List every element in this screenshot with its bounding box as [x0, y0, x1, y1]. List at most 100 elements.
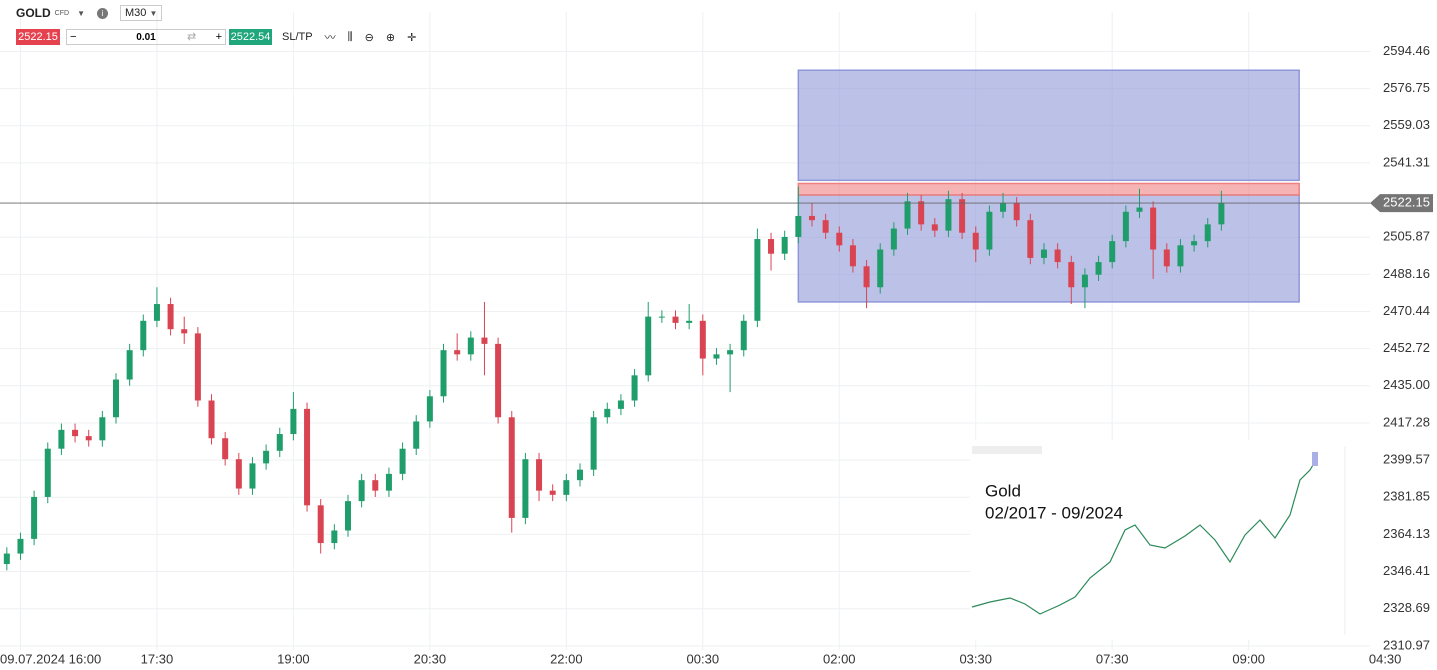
candle-body [1013, 203, 1020, 221]
candle-body [344, 501, 351, 531]
candle-body [617, 400, 624, 409]
inset-toolbar [972, 446, 1042, 454]
candle-body [126, 350, 133, 380]
y-tick-label: 2541.31 [1383, 154, 1430, 169]
candle-body [1081, 274, 1088, 288]
candle-body [808, 215, 815, 221]
candle-body [263, 450, 270, 464]
instrument-type: CFD [54, 9, 70, 17]
candle-body [658, 316, 665, 318]
candle-body [331, 530, 338, 544]
candle-body [1177, 245, 1184, 267]
symbol-row: GOLD CFD ▼ i M30 ▼ [16, 5, 163, 21]
candle-body [58, 429, 65, 449]
candle-body [153, 304, 160, 321]
inset-zone [1312, 452, 1318, 466]
crosshair[interactable]: ✛ [407, 31, 417, 44]
candle-tool[interactable]: ⫼ [347, 30, 353, 43]
candle-body [522, 459, 529, 518]
y-tick-label: 2364.13 [1383, 526, 1430, 541]
x-tick-label: 20:30 [414, 651, 447, 666]
zoom-in[interactable]: ⊕ [385, 31, 396, 44]
candle-body [358, 480, 365, 502]
candle-body [604, 408, 611, 418]
candle-body [890, 228, 897, 250]
candle-body [986, 211, 993, 250]
candle-body [1191, 241, 1198, 246]
candle-body [754, 239, 761, 321]
candle-body [1218, 203, 1225, 225]
candle-body [426, 396, 433, 422]
y-tick-label: 2488.16 [1383, 266, 1430, 281]
candle-body [181, 329, 188, 334]
y-tick-label: 2435.00 [1383, 377, 1430, 392]
candle-body [549, 490, 556, 495]
dropdown-arrow[interactable]: ▼ [77, 8, 85, 18]
candle-body [17, 538, 24, 554]
y-tick-label: 2310.97 [1383, 637, 1430, 652]
x-tick-label: 03:30 [959, 651, 992, 666]
candle-body [1136, 207, 1143, 212]
candle-body [1163, 249, 1170, 267]
candle-body [194, 333, 201, 401]
candle-body [1150, 207, 1157, 250]
y-tick-label: 2452.72 [1383, 340, 1430, 355]
candle-body [713, 354, 720, 359]
symbol[interactable]: GOLD [16, 6, 51, 20]
plus[interactable]: + [215, 31, 222, 43]
buy-button[interactable]: 2522.54 [229, 29, 272, 45]
sell-button[interactable]: 2522.15 [16, 29, 60, 45]
candle-body [904, 201, 911, 229]
timeframe[interactable]: M30 ▼ [119, 5, 163, 21]
swap-icon[interactable]: ⇄ [187, 31, 197, 43]
minus[interactable]: − [70, 31, 77, 43]
candle-body [317, 505, 324, 544]
candle-body [208, 400, 215, 439]
candle-body [454, 350, 461, 355]
zone [797, 194, 1300, 303]
y-tick-label: 2381.85 [1383, 489, 1430, 504]
candle-body [768, 239, 775, 254]
candle-body [699, 320, 706, 359]
sltp[interactable]: SL/TP [282, 31, 313, 43]
candle-body [44, 448, 51, 497]
candle-body [440, 350, 447, 397]
y-tick-label: 2559.03 [1383, 117, 1430, 132]
candle-body [918, 201, 925, 225]
info-icon[interactable]: i [96, 7, 108, 19]
x-tick-label: 07:30 [1096, 651, 1129, 666]
candle-body [1027, 220, 1034, 258]
candle-body [1204, 224, 1211, 242]
candle-body [931, 224, 938, 231]
candle-body [1040, 249, 1047, 258]
candle-body [849, 245, 856, 267]
inset-title: Gold [985, 481, 1021, 500]
candle-body [140, 320, 147, 351]
inset-period: 02/2017 - 09/2024 [985, 503, 1123, 522]
line-tool[interactable]: 〰 [324, 32, 336, 44]
candle-body [631, 375, 638, 401]
lot-input[interactable]: − 0.01 ⇄ + [66, 29, 226, 45]
zoom-out[interactable]: ⊖ [364, 31, 374, 44]
inset-bg [970, 440, 1375, 640]
candle-body [112, 379, 119, 418]
lot-value: 0.01 [136, 32, 156, 43]
candle-body [686, 320, 693, 323]
candle-body [727, 350, 734, 355]
x-tick-label: 00:30 [687, 651, 720, 666]
candle-body [1122, 211, 1129, 242]
y-tick-label: 2399.57 [1383, 452, 1430, 467]
candle-body [959, 199, 966, 233]
candle-body [85, 436, 92, 441]
zone [797, 69, 1300, 182]
inset-image: Gold 02/2017 - 09/2024 [970, 440, 1375, 640]
candle-body [1054, 249, 1061, 263]
candle-body [795, 215, 802, 237]
candle-body [1109, 241, 1116, 263]
y-tick-label: 2470.44 [1383, 303, 1430, 318]
candle-body [1068, 262, 1075, 288]
candle-body [781, 236, 788, 254]
candle-body [1095, 262, 1102, 275]
